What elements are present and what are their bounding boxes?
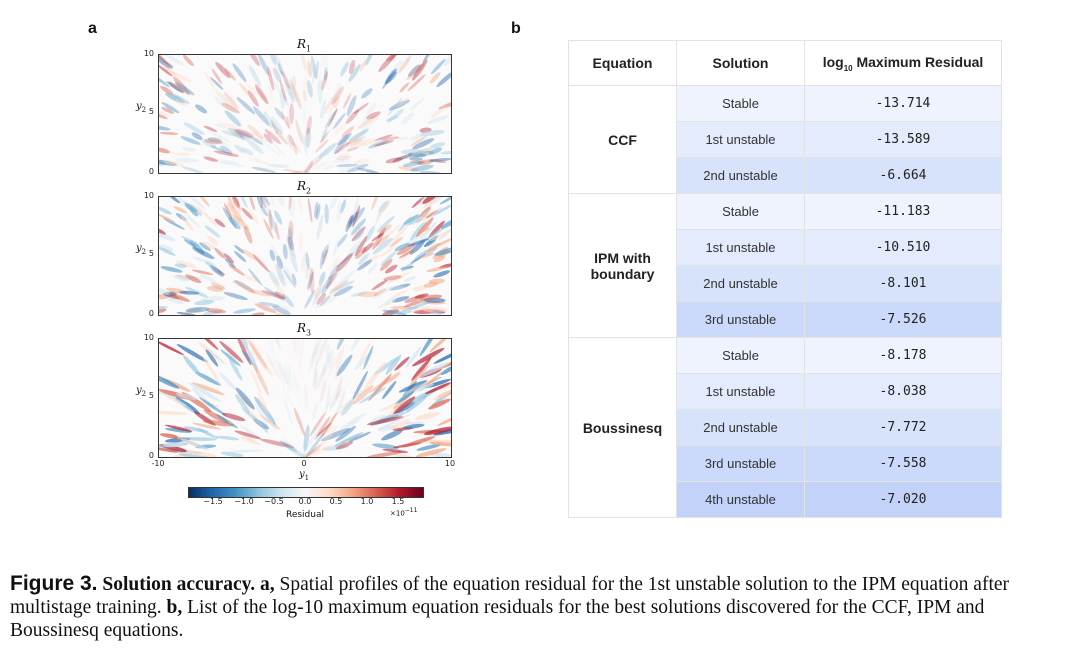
y-tick: 5	[148, 249, 154, 258]
y-tick: 5	[148, 107, 154, 116]
solution-cell: Stable	[676, 85, 805, 122]
solution-cell: 1st unstable	[676, 373, 805, 410]
y-tick: 10	[143, 49, 154, 58]
equation-cell: Boussinesq	[568, 337, 677, 518]
residual-value-cell: -7.558	[804, 445, 1002, 482]
y-axis-label: y2	[136, 101, 147, 114]
x-tick: 10	[444, 459, 456, 468]
colorbar	[188, 487, 424, 498]
y-axis-label: y2	[136, 385, 147, 398]
colorbar-label: Residual	[285, 510, 324, 520]
residual-value-cell: -7.772	[804, 409, 1002, 446]
solution-cell: 3rd unstable	[676, 445, 805, 482]
solution-cell: 1st unstable	[676, 229, 805, 266]
caption-title: Solution accuracy.	[102, 574, 256, 595]
residual-value-cell: -11.183	[804, 193, 1002, 230]
residual-table: Equation Solution log10 Maximum Residual…	[568, 40, 1002, 518]
header-residual: log10 Maximum Residual	[804, 40, 1002, 86]
residual-value-cell: -8.178	[804, 337, 1002, 374]
heatmap-r3	[158, 338, 452, 458]
solution-cell: 2nd unstable	[676, 157, 805, 194]
residual-value-cell: -7.526	[804, 301, 1002, 338]
y-axis-label: y2	[136, 243, 147, 256]
solution-cell: 3rd unstable	[676, 301, 805, 338]
solution-cell: 4th unstable	[676, 481, 805, 518]
table-row: Boussinesq Stable -8.178	[568, 337, 1002, 518]
table-row: 2nd unstable -7.772	[569, 409, 1002, 446]
solution-cell: 2nd unstable	[676, 265, 805, 302]
colorbar-tick: 1.0	[360, 497, 374, 506]
figure-caption: Figure 3. Solution accuracy. a, Spatial …	[10, 572, 1075, 642]
solution-cell: 2nd unstable	[676, 409, 805, 446]
solution-cell: 1st unstable	[676, 121, 805, 158]
table-row: 2nd unstable -8.101	[569, 265, 1002, 302]
panel-b-label: b	[511, 20, 521, 37]
solution-cell: Stable	[676, 193, 805, 230]
table-row: CCF Stable -13.714	[568, 85, 1002, 194]
colorbar-tick: 0.5	[329, 497, 343, 506]
caption-b-text: List of the log-10 maximum equation resi…	[10, 597, 985, 641]
heatmap-r1	[158, 54, 452, 174]
equation-cell: IPM with boundary	[568, 193, 677, 338]
heatmap-r2	[158, 196, 452, 316]
colorbar-tick: −1.0	[234, 497, 254, 506]
colorbar-tick: 1.5	[391, 497, 405, 506]
equation-cell: CCF	[568, 85, 677, 194]
residual-value-cell: -13.714	[804, 85, 1002, 122]
caption-figure-label: Figure 3.	[10, 572, 98, 595]
plot-2-title: R2	[297, 179, 312, 196]
residual-value-cell: -8.038	[804, 373, 1002, 410]
plot-3-title: R3	[297, 321, 312, 338]
y-tick: 0	[148, 451, 154, 460]
table-row: 1st unstable -8.038	[569, 373, 1002, 410]
table-row: 2nd unstable -6.664	[569, 157, 1002, 194]
header-equation: Equation	[568, 40, 677, 86]
colorbar-tick: 0.0	[298, 497, 312, 506]
caption-a-text: Spatial profiles of the equation residua…	[10, 574, 1010, 618]
y-tick: 10	[143, 333, 154, 342]
y-tick: 5	[148, 391, 154, 400]
colorbar-exponent: ×10−11	[390, 507, 418, 518]
residual-value-cell: -10.510	[804, 229, 1002, 266]
x-tick: -10	[151, 459, 165, 468]
table-row: 3rd unstable -7.558	[569, 445, 1002, 482]
residual-value-cell: -13.589	[804, 121, 1002, 158]
caption-a-label: a,	[260, 574, 275, 595]
table-row: IPM with boundary Stable -11.183	[568, 193, 1002, 338]
table-row: 1st unstable -13.589	[569, 121, 1002, 158]
header-solution: Solution	[676, 40, 805, 86]
colorbar-tick: −0.5	[264, 497, 284, 506]
y-tick: 10	[143, 191, 154, 200]
solution-cell: Stable	[676, 337, 805, 374]
x-tick: 0	[301, 459, 307, 468]
residual-value-cell: -7.020	[804, 481, 1002, 518]
table-row: 1st unstable -10.510	[569, 229, 1002, 266]
table-row: 4th unstable -7.020	[569, 481, 1002, 518]
table-header-row: Equation Solution log10 Maximum Residual	[568, 40, 1002, 86]
residual-value-cell: -8.101	[804, 265, 1002, 302]
caption-b-label: b,	[166, 597, 183, 618]
colorbar-tick: −1.5	[203, 497, 223, 506]
y-tick: 0	[148, 309, 154, 318]
residual-value-cell: -6.664	[804, 157, 1002, 194]
panel-a-label: a	[88, 20, 97, 37]
plot-1-title: R1	[297, 37, 312, 54]
x-axis-label: y1	[299, 469, 310, 482]
y-tick: 0	[148, 167, 154, 176]
